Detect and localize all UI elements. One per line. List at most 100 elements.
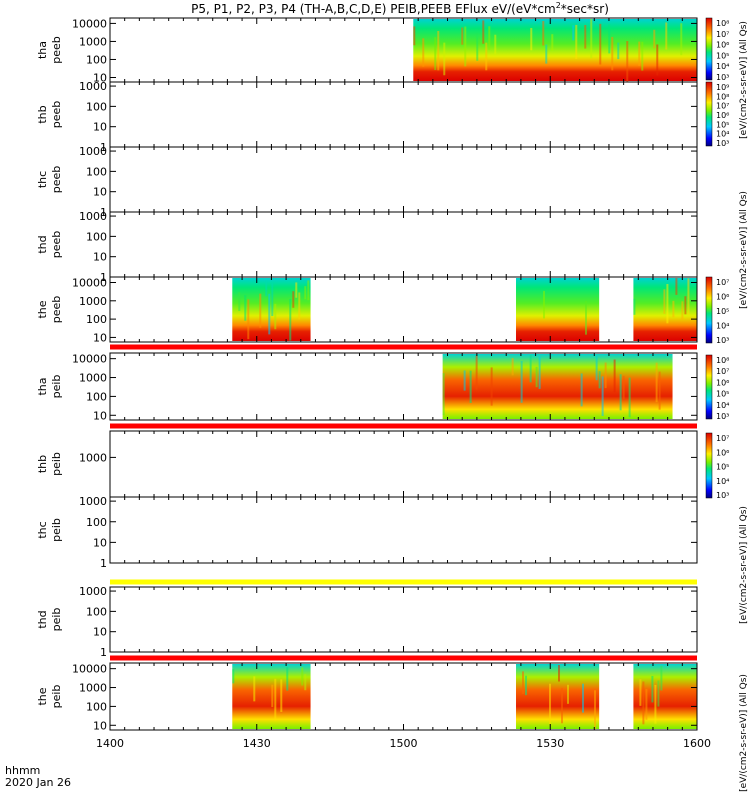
spectrogram-streak: [530, 27, 533, 51]
spectrogram-streak: [633, 298, 636, 315]
y-tick-label: 1: [100, 271, 107, 284]
spectrogram-streak: [292, 291, 295, 308]
colorbar-tick-label: 10³: [716, 73, 729, 82]
spectrogram-streak: [304, 674, 307, 691]
colorbar-gradient: [705, 354, 713, 420]
x-tick-label: 1430: [243, 737, 271, 750]
spectrogram-streak: [653, 29, 656, 49]
spectrogram-streak: [601, 376, 604, 417]
panel-tha-peeb: 10000 1000 100 10 tha peeb: [36, 17, 698, 84]
colorbar-tick-label: 10⁵: [716, 51, 729, 60]
y-axis-label-probe: tha: [36, 41, 49, 59]
spectrogram-streak: [551, 34, 554, 51]
spectrogram-streak: [680, 23, 683, 56]
spectrogram-streak: [298, 292, 301, 320]
y-axis-label-species: peib: [50, 685, 63, 709]
y-tick-label: 1: [100, 557, 107, 570]
spectrogram-streak: [232, 669, 235, 684]
y-axis-label-probe: thc: [36, 521, 49, 538]
colorbar-unit-label: [eV/(cm2-s-sr-eV)] (All Qs): [739, 21, 749, 139]
colorbar-unit-label: [eV/(cm2-s-sr-eV)] (All Qs): [739, 674, 749, 792]
spectrogram-streak: [651, 675, 654, 703]
panel-frame: [109, 146, 698, 213]
colorbar-tick-label: 10⁶: [716, 111, 729, 120]
separator-bar: [110, 344, 697, 350]
spectrogram-streak: [542, 20, 545, 46]
spectrogram-streak: [442, 373, 445, 416]
y-axis-label-probe: thd: [36, 235, 49, 253]
y-tick-label: 10: [93, 536, 107, 549]
spectrogram-streak: [413, 26, 416, 46]
y-tick-label: 100: [86, 165, 107, 178]
colorbar-tick-label: 10⁴: [716, 401, 729, 410]
spectrogram-streak: [286, 667, 289, 691]
colorbar-tick-label: 10⁶: [716, 293, 729, 302]
spectrogram-block: [516, 664, 600, 729]
spectrogram-streak: [594, 690, 597, 730]
colorbar-tick-label: 10⁴: [716, 130, 729, 139]
y-tick-label: 1000: [79, 295, 107, 308]
y-tick-label: 10: [93, 186, 107, 199]
spectrogram-streak: [494, 34, 497, 55]
y-tick-label: 1000: [79, 210, 107, 223]
y-tick-label: 10000: [72, 17, 107, 30]
colorbar-tick-label: 10⁹: [716, 83, 729, 92]
colorbar-gradient: [705, 432, 713, 499]
y-axis-label-species: peib: [50, 608, 63, 632]
y-tick-label: 10: [93, 331, 107, 344]
spectrogram-streak: [543, 290, 546, 319]
spectrogram-streak: [280, 679, 283, 712]
spectrogram-streak: [443, 42, 446, 76]
spectrogram-streak: [654, 684, 657, 724]
spectrogram-streak: [626, 41, 629, 83]
spectrogram-streak: [511, 358, 514, 376]
y-tick-label: 1: [100, 206, 107, 219]
spectrogram-streak: [304, 286, 307, 300]
spectrogram-streak: [585, 300, 588, 335]
spectrogram-streak: [598, 371, 601, 389]
y-tick-label: 10: [93, 121, 107, 134]
spectrogram-streak: [622, 375, 625, 399]
spectrogram-streak: [244, 295, 247, 321]
spectrogram-streak: [522, 671, 525, 694]
y-tick-label: 10: [93, 719, 107, 732]
colorbar-tick-label: 10⁷: [716, 367, 729, 376]
spectrogram-streak: [488, 26, 491, 50]
spectrogram-streak: [684, 296, 687, 315]
panel-frame: [109, 211, 698, 278]
y-tick-label: 100: [86, 700, 107, 713]
spectrogram-streak: [572, 25, 575, 41]
y-tick-label: 1: [100, 141, 107, 154]
colorbar-tick-label: 10⁷: [716, 434, 729, 443]
y-tick-label: 100: [86, 516, 107, 529]
spectrogram-streak: [617, 42, 620, 60]
spectrogram-streak: [545, 44, 548, 64]
spectrogram-streak: [437, 30, 440, 71]
y-tick-label: 1000: [79, 585, 107, 598]
spectrogram-streak: [580, 373, 583, 407]
colorbar-tick-label: 10⁵: [716, 390, 729, 399]
spectrogram-streak: [599, 23, 602, 65]
spectrogram-streak: [485, 42, 488, 71]
chart-title: P5, P1, P2, P3, P4 (TH-A,B,C,D,E) PEIB,P…: [191, 1, 609, 16]
spectrogram-streak: [295, 282, 298, 298]
spectrogram-streak: [289, 298, 292, 341]
y-axis-label-species: peeb: [50, 36, 63, 64]
y-axis-label-species: peeb: [50, 231, 63, 259]
y-tick-label: 1: [100, 646, 107, 659]
colorbar-tick-label: 10⁵: [716, 120, 729, 129]
y-tick-label: 100: [86, 53, 107, 66]
y-axis-label-species: peib: [50, 452, 63, 476]
spectrogram-streak: [482, 20, 485, 44]
spectrogram-streak: [660, 665, 663, 691]
colorbar-tick-label: 10⁵: [716, 307, 729, 316]
colorbar-tick-label: 10⁷: [716, 30, 729, 39]
y-axis-label-species: peib: [50, 375, 63, 399]
x-tick-label: 1530: [536, 737, 564, 750]
spectrogram-streak: [575, 24, 578, 60]
x-axis-label-hhmm: hhmm: [5, 764, 40, 777]
x-axis-label-date: 2020 Jan 26: [5, 776, 71, 789]
colorbar-tick-label: 10³: [716, 491, 729, 500]
